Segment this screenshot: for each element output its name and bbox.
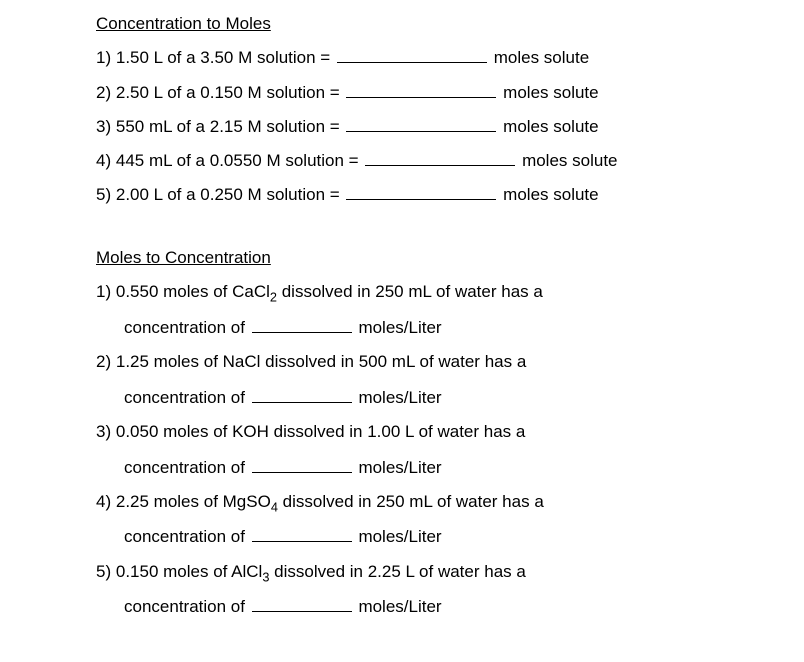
answer-blank[interactable] xyxy=(365,148,515,166)
s2-question-4: 4) 2.25 moles of MgSO4 dissolved in 250 … xyxy=(96,486,784,520)
question-text: 2.50 L of a 0.150 M solution = xyxy=(116,83,340,102)
answer-blank[interactable] xyxy=(252,455,352,473)
question-text-before: 0.050 moles of KOH dissolved in 1.00 L o… xyxy=(116,422,526,441)
answer-blank[interactable] xyxy=(252,315,352,333)
concentration-label: concentration of xyxy=(124,458,245,477)
s1-question-5: 5) 2.00 L of a 0.250 M solution = moles … xyxy=(96,179,784,211)
question-number: 2) xyxy=(96,352,111,371)
question-text: 445 mL of a 0.0550 M solution = xyxy=(116,151,359,170)
question-number: 4) xyxy=(96,151,111,170)
s2-answer-5: concentration of moles/Liter xyxy=(96,591,784,623)
question-text-before: 0.150 moles of AlCl xyxy=(116,562,262,581)
unit-label: moles/Liter xyxy=(358,597,441,616)
unit-label: moles/Liter xyxy=(358,388,441,407)
unit-label: moles solute xyxy=(494,48,589,67)
answer-blank[interactable] xyxy=(252,385,352,403)
question-number: 5) xyxy=(96,562,111,581)
s1-question-3: 3) 550 mL of a 2.15 M solution = moles s… xyxy=(96,111,784,143)
answer-blank[interactable] xyxy=(346,114,496,132)
unit-label: moles/Liter xyxy=(358,527,441,546)
question-text-before: 2.25 moles of MgSO xyxy=(116,492,271,511)
answer-blank[interactable] xyxy=(337,45,487,63)
answer-blank[interactable] xyxy=(346,182,496,200)
s1-question-1: 1) 1.50 L of a 3.50 M solution = moles s… xyxy=(96,42,784,74)
concentration-label: concentration of xyxy=(124,318,245,337)
concentration-label: concentration of xyxy=(124,527,245,546)
concentration-label: concentration of xyxy=(124,388,245,407)
concentration-label: concentration of xyxy=(124,597,245,616)
s2-question-5: 5) 0.150 moles of AlCl3 dissolved in 2.2… xyxy=(96,556,784,590)
question-text: 1.50 L of a 3.50 M solution = xyxy=(116,48,330,67)
s2-answer-1: concentration of moles/Liter xyxy=(96,312,784,344)
s2-answer-2: concentration of moles/Liter xyxy=(96,382,784,414)
question-number: 3) xyxy=(96,422,111,441)
unit-label: moles solute xyxy=(503,117,598,136)
section-1-heading: Concentration to Moles xyxy=(96,8,784,40)
question-text-after: dissolved in 250 mL of water has a xyxy=(277,282,543,301)
unit-label: moles/Liter xyxy=(358,458,441,477)
worksheet-page: Concentration to Moles 1) 1.50 L of a 3.… xyxy=(0,0,804,646)
question-number: 3) xyxy=(96,117,111,136)
question-text: 2.00 L of a 0.250 M solution = xyxy=(116,185,340,204)
answer-blank[interactable] xyxy=(252,594,352,612)
unit-label: moles solute xyxy=(522,151,617,170)
subscript: 2 xyxy=(270,289,277,304)
answer-blank[interactable] xyxy=(346,80,496,98)
unit-label: moles/Liter xyxy=(358,318,441,337)
question-number: 1) xyxy=(96,282,111,301)
s1-question-2: 2) 2.50 L of a 0.150 M solution = moles … xyxy=(96,77,784,109)
question-number: 1) xyxy=(96,48,111,67)
question-text-before: 0.550 moles of CaCl xyxy=(116,282,270,301)
s2-question-1: 1) 0.550 moles of CaCl2 dissolved in 250… xyxy=(96,276,784,310)
section-2-heading: Moles to Concentration xyxy=(96,242,784,274)
question-text-after: dissolved in 2.25 L of water has a xyxy=(269,562,525,581)
answer-blank[interactable] xyxy=(252,524,352,542)
question-number: 2) xyxy=(96,83,111,102)
unit-label: moles solute xyxy=(503,83,598,102)
s2-answer-4: concentration of moles/Liter xyxy=(96,521,784,553)
question-number: 5) xyxy=(96,185,111,204)
s1-question-4: 4) 445 mL of a 0.0550 M solution = moles… xyxy=(96,145,784,177)
subscript: 4 xyxy=(271,499,278,514)
s2-question-2: 2) 1.25 moles of NaCl dissolved in 500 m… xyxy=(96,346,784,380)
question-number: 4) xyxy=(96,492,111,511)
s2-question-3: 3) 0.050 moles of KOH dissolved in 1.00 … xyxy=(96,416,784,450)
question-text-after: dissolved in 250 mL of water has a xyxy=(278,492,544,511)
unit-label: moles solute xyxy=(503,185,598,204)
question-text-before: 1.25 moles of NaCl dissolved in 500 mL o… xyxy=(116,352,526,371)
question-text: 550 mL of a 2.15 M solution = xyxy=(116,117,340,136)
s2-answer-3: concentration of moles/Liter xyxy=(96,452,784,484)
